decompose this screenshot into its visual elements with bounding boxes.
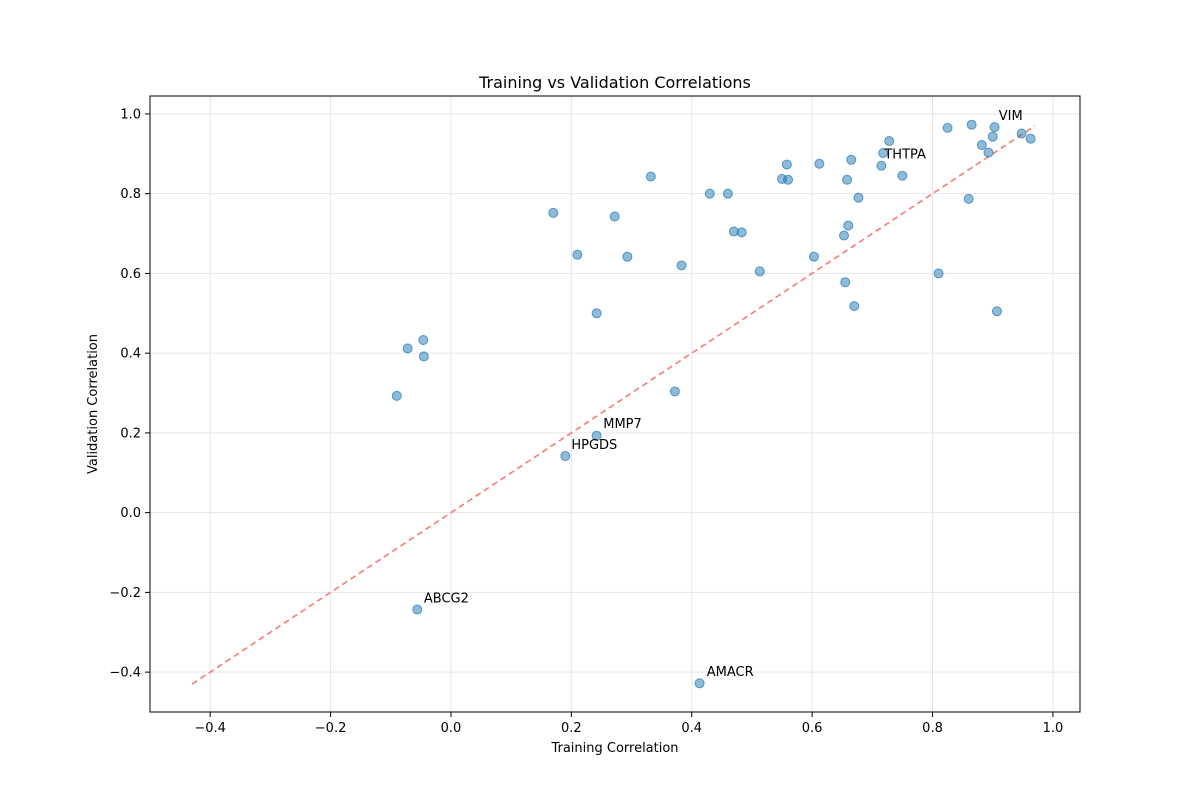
data-point bbox=[736, 227, 747, 238]
y-tick-label: 1.0 bbox=[120, 107, 141, 122]
point-label: MMP7 bbox=[603, 417, 642, 432]
x-tick-label: 0.4 bbox=[681, 721, 702, 736]
data-point bbox=[849, 301, 860, 312]
data-point bbox=[876, 160, 887, 171]
data-point bbox=[609, 211, 620, 222]
plot-frame bbox=[149, 95, 1081, 713]
grid-lines bbox=[150, 96, 1080, 712]
data-point bbox=[991, 306, 1002, 317]
data-point bbox=[722, 188, 733, 199]
x-axis-title: Training Correlation bbox=[550, 741, 678, 756]
data-point bbox=[412, 604, 423, 615]
point-label: AMACR bbox=[707, 665, 754, 680]
y-axis-ticks: −0.4 −0.2 0.0 0.2 0.4 0.6 0.8 1.0 bbox=[109, 107, 150, 681]
data-point bbox=[983, 147, 994, 158]
data-point bbox=[933, 268, 944, 279]
data-point bbox=[645, 171, 656, 182]
data-point bbox=[669, 386, 680, 397]
x-axis-ticks: −0.4 −0.2 0.0 0.2 0.4 0.6 0.8 1.0 bbox=[194, 712, 1063, 736]
data-point bbox=[1025, 133, 1036, 144]
y-tick-label: −0.2 bbox=[109, 586, 141, 601]
data-point bbox=[897, 170, 908, 181]
y-tick-label: 0.0 bbox=[120, 506, 141, 521]
point-label: ABCG2 bbox=[424, 591, 469, 606]
data-point bbox=[843, 220, 854, 231]
data-point bbox=[418, 351, 429, 362]
x-tick-label: −0.4 bbox=[194, 721, 226, 736]
data-point bbox=[808, 251, 819, 262]
data-point bbox=[966, 119, 977, 130]
x-tick-label: 0.0 bbox=[441, 721, 462, 736]
reference-line-group bbox=[191, 125, 1036, 685]
data-point bbox=[391, 390, 402, 401]
data-point bbox=[839, 230, 850, 241]
x-tick-label: 0.6 bbox=[802, 721, 823, 736]
data-point bbox=[591, 430, 602, 441]
y-tick-label: 0.2 bbox=[120, 426, 141, 441]
data-point bbox=[840, 277, 851, 288]
x-tick-label: 0.2 bbox=[561, 721, 582, 736]
y-tick-label: 0.4 bbox=[120, 347, 141, 362]
data-point bbox=[548, 207, 559, 218]
data-point bbox=[884, 136, 895, 147]
point-label: HPGDS bbox=[571, 438, 617, 453]
data-point bbox=[694, 678, 705, 689]
data-point bbox=[591, 308, 602, 319]
x-tick-label: 0.8 bbox=[922, 721, 943, 736]
y-tick-label: −0.4 bbox=[109, 666, 141, 681]
scatter-points bbox=[391, 119, 1036, 689]
data-point bbox=[783, 174, 794, 185]
data-point bbox=[853, 192, 864, 203]
data-point bbox=[676, 260, 687, 271]
reference-line bbox=[191, 125, 1036, 685]
point-label: THTPA bbox=[883, 148, 926, 163]
data-point bbox=[846, 154, 857, 165]
data-point bbox=[989, 122, 1000, 133]
chart-title: Training vs Validation Correlations bbox=[478, 73, 751, 92]
data-point bbox=[878, 148, 889, 159]
data-point bbox=[963, 193, 974, 204]
data-point bbox=[704, 188, 715, 199]
data-point bbox=[814, 158, 825, 169]
data-point bbox=[976, 140, 987, 151]
data-point bbox=[842, 174, 853, 185]
data-point bbox=[402, 343, 413, 354]
data-point bbox=[572, 249, 583, 260]
data-point bbox=[942, 122, 953, 133]
data-point bbox=[1016, 128, 1027, 139]
y-tick-label: 0.6 bbox=[120, 267, 141, 282]
data-point bbox=[622, 251, 633, 262]
x-tick-label: −0.2 bbox=[315, 721, 347, 736]
data-point bbox=[754, 266, 765, 277]
y-axis-title: Validation Correlation bbox=[86, 334, 101, 474]
point-label: VIM bbox=[999, 109, 1023, 124]
data-point bbox=[560, 451, 571, 462]
data-point bbox=[987, 131, 998, 142]
data-point bbox=[781, 159, 792, 170]
x-tick-label: 1.0 bbox=[1043, 721, 1064, 736]
y-tick-label: 0.8 bbox=[120, 187, 141, 202]
data-point bbox=[418, 335, 429, 346]
point-annotations: VIM THTPA MMP7 HPGDS ABCG2 AMACR bbox=[424, 109, 1023, 680]
